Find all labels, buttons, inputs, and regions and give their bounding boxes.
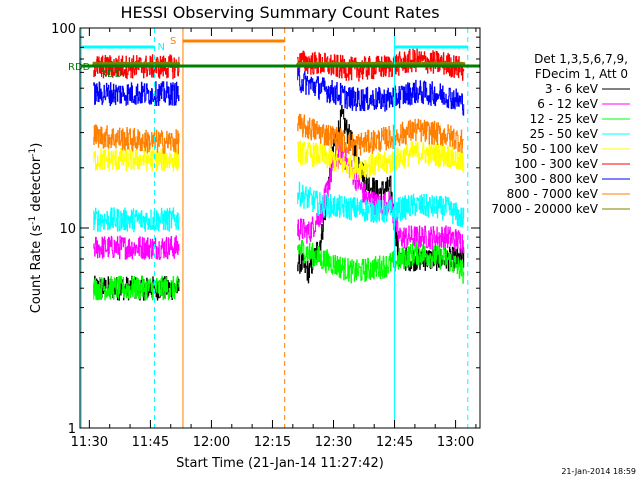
series-line-6 bbox=[93, 67, 465, 116]
x-tick-labels: 11:30 11:45 12:00 12:15 12:30 12:45 13:00 bbox=[71, 435, 475, 450]
x-tick-label: 12:45 bbox=[376, 435, 413, 450]
legend: Det 1,3,5,6,7,9, FDecim 1, Att 0 3 - 6 k… bbox=[491, 52, 630, 216]
overlay-marks: NS RDD RDD bbox=[68, 28, 480, 428]
x-tick-label: 12:15 bbox=[254, 435, 291, 450]
x-tick-label: 12:30 bbox=[315, 435, 352, 450]
y-tick-labels: 1 10 100 bbox=[51, 22, 76, 437]
annotation-s: S bbox=[170, 36, 176, 47]
annotation-rdd-1: RDD bbox=[68, 62, 91, 73]
y-tick-label: 10 bbox=[59, 222, 76, 237]
legend-label-2: 12 - 25 keV bbox=[530, 112, 599, 126]
annotation-rdd-2: RDD bbox=[100, 69, 123, 80]
y-axis-label-sup1: -1 bbox=[28, 216, 38, 225]
x-axis-label: Start Time (21-Jan-14 11:27:42) bbox=[176, 456, 384, 471]
y-axis-label-main: Count Rate (s bbox=[29, 225, 44, 314]
series-line-2 bbox=[93, 239, 465, 301]
series-traces bbox=[92, 48, 466, 301]
x-tick-label: 11:30 bbox=[71, 435, 108, 450]
footer-timestamp: 21-Jan-2014 18:59 bbox=[561, 467, 636, 476]
series-line-3 bbox=[93, 181, 465, 233]
y-axis-label-mid: detector bbox=[29, 156, 44, 216]
legend-header-line-2: FDecim 1, Att 0 bbox=[535, 67, 628, 81]
series-line-4 bbox=[93, 140, 465, 180]
legend-label-4: 50 - 100 keV bbox=[522, 142, 599, 156]
y-axis-label-end: ) bbox=[29, 143, 44, 148]
y-axis-label: Count Rate (s-1 detector-1) bbox=[28, 143, 44, 314]
y-tick-label: 1 bbox=[68, 422, 76, 437]
legend-label-3: 25 - 50 keV bbox=[530, 127, 599, 141]
axis-ticks bbox=[80, 28, 480, 429]
x-tick-label: 11:45 bbox=[132, 435, 169, 450]
legend-label-0: 3 - 6 keV bbox=[545, 82, 599, 96]
x-tick-label: 13:00 bbox=[437, 435, 474, 450]
y-tick-label: 100 bbox=[51, 22, 76, 37]
legend-label-7: 800 - 7000 keV bbox=[507, 187, 599, 201]
legend-label-8: 7000 - 20000 keV bbox=[491, 202, 598, 216]
y-axis-label-sup2: -1 bbox=[28, 148, 38, 157]
legend-label-1: 6 - 12 keV bbox=[537, 97, 599, 111]
chart-title: HESSI Observing Summary Count Rates bbox=[120, 3, 439, 22]
legend-header-line-1: Det 1,3,5,6,7,9, bbox=[534, 52, 628, 66]
annotation-n: N bbox=[157, 42, 164, 53]
series-line-5 bbox=[93, 48, 465, 82]
legend-label-5: 100 - 300 keV bbox=[514, 157, 598, 171]
legend-label-6: 300 - 800 keV bbox=[514, 172, 598, 186]
series-line-7 bbox=[93, 113, 464, 156]
x-tick-label: 12:00 bbox=[193, 435, 230, 450]
